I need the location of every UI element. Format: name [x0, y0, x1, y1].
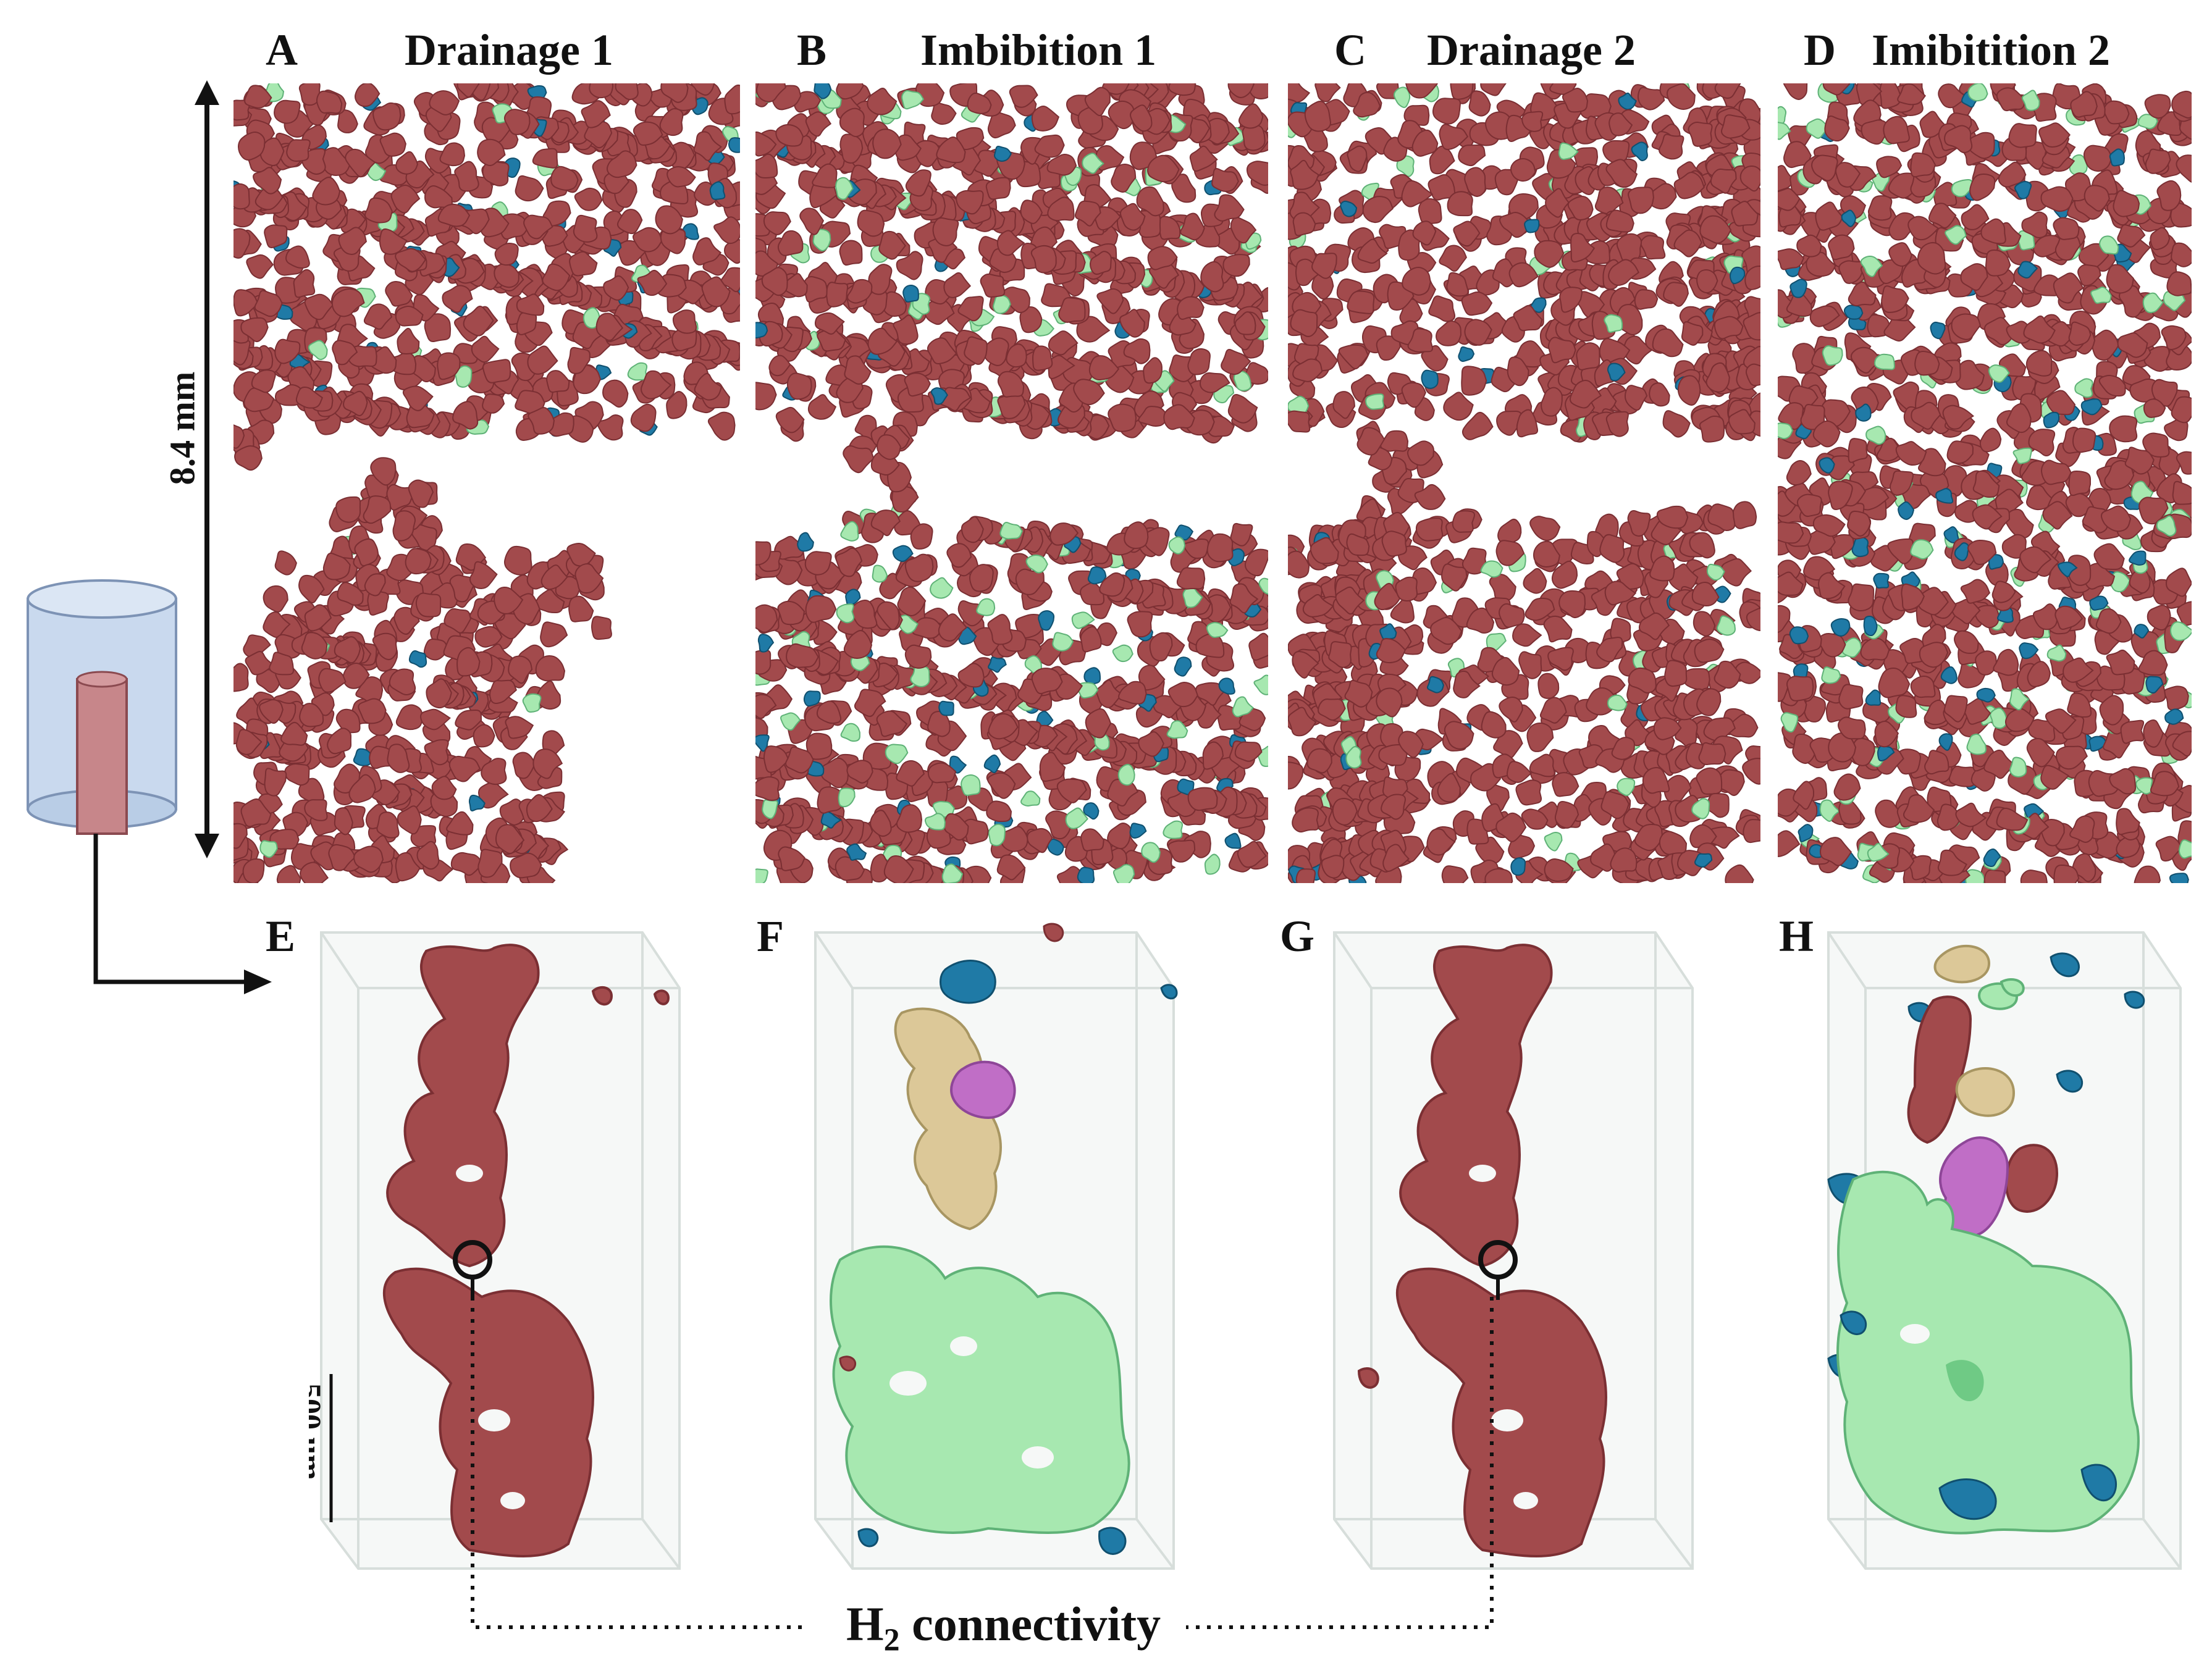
connectivity-label-rest: connectivity	[899, 1597, 1161, 1651]
panel-a-render	[233, 83, 740, 883]
panel-f-render	[814, 923, 1178, 1570]
panel-letter-a: A	[266, 25, 298, 75]
connectivity-label: H2 connectivity	[846, 1596, 1161, 1659]
sample-cylinder-icon	[27, 579, 272, 994]
panel-h-render	[1827, 931, 2182, 1570]
height-label: 8.4 mm	[162, 371, 203, 485]
scale-bar: 500 um	[309, 1374, 333, 1522]
panel-letter-f: F	[757, 911, 784, 961]
panel-letter-e: E	[266, 911, 296, 961]
panel-e-render: 500 um	[309, 931, 681, 1570]
green-cluster	[830, 1245, 1130, 1534]
panel-b-render	[755, 83, 1268, 883]
panel-g-render	[1333, 931, 1694, 1570]
panel-c-render	[1288, 83, 1760, 883]
panel-title-imibitition-2: Imibitition 2	[1872, 25, 2111, 75]
panel-title-drainage-2: Drainage 2	[1427, 25, 1636, 75]
connectivity-marker-e	[453, 1240, 492, 1280]
height-arrow	[195, 80, 219, 858]
panel-letter-g: G	[1280, 911, 1315, 961]
connectivity-marker-g	[1478, 1240, 1518, 1280]
panel-letter-c: C	[1334, 25, 1366, 75]
connectivity-label-main: H	[846, 1597, 884, 1651]
panel-letter-h: H	[1779, 911, 1814, 961]
panel-letter-d: D	[1804, 25, 1836, 75]
panel-title-imbibition-1: Imbibition 1	[920, 25, 1157, 75]
panel-letter-b: B	[797, 25, 827, 75]
panel-title-drainage-1: Drainage 1	[405, 25, 613, 75]
scale-label: 500 um	[309, 1383, 328, 1480]
panel-d-render	[1778, 83, 2192, 883]
connectivity-label-sub: 2	[883, 1622, 900, 1658]
connectivity-connector	[471, 1297, 1494, 1629]
